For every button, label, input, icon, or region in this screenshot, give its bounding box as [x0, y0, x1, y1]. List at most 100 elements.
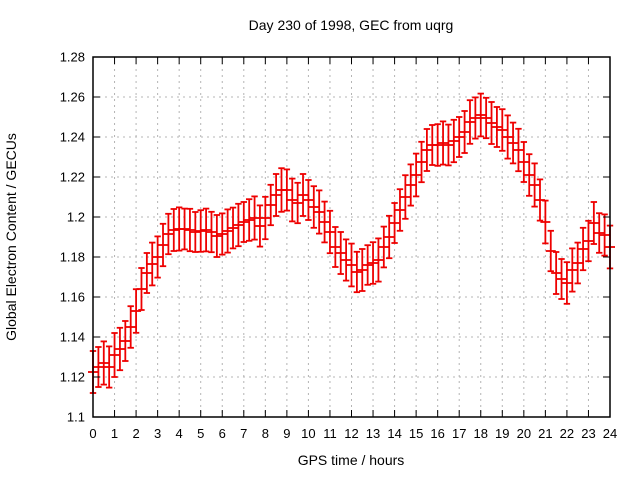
- errorbar-point: [373, 237, 384, 283]
- errorbar-point: [114, 326, 125, 372]
- x-tick-label: 17: [452, 426, 466, 441]
- errorbar-point: [298, 173, 309, 217]
- x-tick-label: 18: [474, 426, 488, 441]
- x-tick-label: 5: [197, 426, 204, 441]
- errorbar-point: [201, 207, 212, 253]
- x-tick-label: 8: [262, 426, 269, 441]
- y-tick-label: 1.14: [60, 330, 85, 345]
- errorbar-point: [502, 114, 513, 160]
- x-tick-label: 10: [301, 426, 315, 441]
- errorbar-point: [303, 179, 314, 221]
- errorbar-point: [411, 152, 422, 198]
- errorbar-point: [459, 110, 470, 154]
- errorbar-point: [125, 305, 136, 349]
- x-tick-label: 2: [132, 426, 139, 441]
- y-tick-label: 1.22: [60, 170, 85, 185]
- errorbar-point: [475, 92, 486, 138]
- errorbar-point: [551, 251, 562, 295]
- x-tick-label: 13: [366, 426, 380, 441]
- errorbar-point: [292, 181, 303, 225]
- x-tick-label: 0: [89, 426, 96, 441]
- errorbar-point: [470, 96, 481, 140]
- errorbar-point: [319, 200, 330, 244]
- x-tick-label: 9: [283, 426, 290, 441]
- errorbar-point: [448, 118, 459, 164]
- gridlines: [92, 56, 611, 418]
- errorbar-point: [486, 101, 497, 145]
- errorbar-point: [567, 247, 578, 293]
- y-tick-label: 1.24: [60, 130, 85, 145]
- errorbar-point: [244, 198, 255, 242]
- x-tick-label: 19: [495, 426, 509, 441]
- errorbar-point: [464, 99, 475, 145]
- x-tick-label: 11: [323, 426, 337, 441]
- errorbar-point: [518, 141, 529, 183]
- errorbar-point: [152, 235, 163, 279]
- errorbar-point: [351, 250, 362, 294]
- errorbar-point: [98, 340, 109, 386]
- errorbar-point: [524, 153, 535, 197]
- errorbar-point: [561, 261, 572, 305]
- errorbar-point: [346, 242, 357, 288]
- errorbar-point: [190, 211, 201, 253]
- errorbar-point: [260, 195, 271, 241]
- errorbar-point: [287, 177, 298, 223]
- errorbar-point: [540, 199, 551, 245]
- errorbar-point: [179, 207, 190, 251]
- errorbar-point: [594, 212, 605, 254]
- errorbar-point: [357, 248, 368, 292]
- errorbar-point: [141, 252, 152, 294]
- errorbar-point: [254, 204, 265, 248]
- errorbar-point: [583, 219, 594, 263]
- errorbar-point: [497, 108, 508, 152]
- x-tick-label: 14: [387, 426, 401, 441]
- errorbar-point: [416, 140, 427, 184]
- errorbar-point: [481, 96, 492, 140]
- errorbar-point: [572, 241, 583, 285]
- x-tick-label: 21: [538, 426, 552, 441]
- errorbar-point: [228, 206, 239, 250]
- errorbar-point: [238, 201, 249, 243]
- errorbar-point: [438, 120, 449, 166]
- y-axis-label: Global Electron Content / GECUs: [3, 133, 19, 341]
- errorbar-point: [265, 183, 276, 227]
- plot-border: [92, 56, 611, 418]
- y-tick-label: 1.1: [67, 410, 85, 425]
- errorbar-point: [281, 168, 292, 212]
- x-tick-label: 23: [581, 426, 595, 441]
- errorbar-point: [222, 208, 233, 254]
- errorbar-point: [206, 210, 217, 254]
- errorbar-point: [362, 244, 373, 286]
- x-tick-label: 12: [344, 426, 358, 441]
- plot-frame: [92, 56, 611, 418]
- errorbar-point: [163, 212, 174, 256]
- errorbar-point: [443, 123, 454, 167]
- errorbar-point: [211, 214, 222, 258]
- y-tick-label: 1.26: [60, 90, 85, 105]
- errorbar-point: [136, 267, 147, 311]
- y-tick-label: 1.12: [60, 370, 85, 385]
- errorbar-point: [545, 229, 556, 273]
- errorbar-point: [314, 189, 325, 235]
- errorbar-point: [588, 201, 599, 245]
- tick-labels: 0 1 2 3 4 5 6 7 8 9 10 11 12 13 14 15 16 17 18 19 20 21 22 23 24…: [60, 50, 618, 442]
- errorbar-point: [147, 241, 158, 287]
- x-tick-label: 24: [603, 426, 617, 441]
- chart-title: Day 230 of 1998, GEC from uqrg: [249, 17, 454, 33]
- y-tick-label: 1.18: [60, 250, 85, 265]
- errorbar-point: [249, 195, 260, 241]
- errorbar-point: [109, 332, 120, 378]
- errorbar-point: [513, 127, 524, 173]
- errorbar-point: [158, 222, 169, 268]
- x-tick-label: 20: [517, 426, 531, 441]
- errorbar-point: [491, 106, 502, 148]
- y-tick-label: 1.28: [60, 50, 85, 65]
- errorbar-point: [341, 238, 352, 282]
- errorbar-point: [389, 202, 400, 244]
- x-tick-label: 7: [240, 426, 247, 441]
- errorbar-series: [88, 92, 615, 394]
- errorbar-point: [324, 209, 335, 255]
- errorbar-point: [432, 123, 443, 167]
